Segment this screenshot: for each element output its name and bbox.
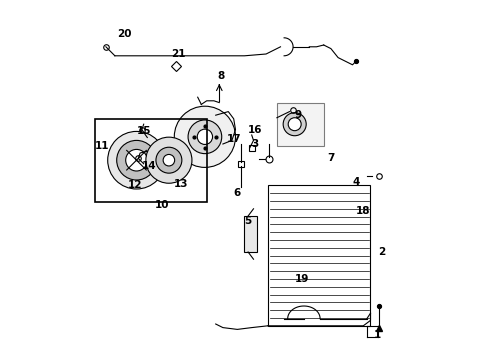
Circle shape	[117, 140, 156, 180]
Circle shape	[287, 118, 301, 131]
Circle shape	[283, 113, 305, 136]
Text: 20: 20	[117, 29, 131, 39]
Text: 7: 7	[326, 153, 334, 163]
Circle shape	[188, 120, 221, 154]
Text: 5: 5	[244, 216, 251, 226]
Text: 14: 14	[142, 161, 156, 171]
Circle shape	[107, 131, 165, 189]
Text: 12: 12	[127, 180, 142, 190]
Text: 10: 10	[154, 200, 169, 210]
Circle shape	[163, 154, 174, 166]
Text: 2: 2	[377, 247, 384, 257]
Text: 4: 4	[352, 177, 359, 187]
Text: 3: 3	[251, 139, 258, 149]
Circle shape	[125, 149, 147, 171]
Text: 6: 6	[233, 188, 241, 198]
Text: 19: 19	[294, 274, 308, 284]
Text: 18: 18	[355, 206, 370, 216]
Bar	[244, 216, 257, 252]
Text: 11: 11	[95, 141, 109, 151]
Bar	[276, 103, 323, 146]
Text: 15: 15	[136, 126, 151, 136]
Circle shape	[145, 137, 192, 183]
Bar	[267, 185, 370, 326]
Circle shape	[156, 147, 182, 173]
Text: 13: 13	[174, 179, 188, 189]
Text: 8: 8	[217, 71, 224, 81]
Text: 9: 9	[294, 110, 301, 120]
Circle shape	[197, 129, 212, 144]
Text: 21: 21	[170, 49, 185, 59]
Text: 1: 1	[373, 330, 381, 340]
Circle shape	[174, 106, 235, 167]
Text: 17: 17	[226, 134, 241, 144]
Bar	[95, 119, 206, 202]
Text: 16: 16	[247, 125, 262, 135]
